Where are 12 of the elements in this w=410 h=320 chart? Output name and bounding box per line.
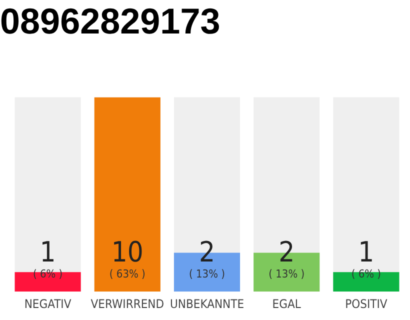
annotation: ( 13% ) [268, 268, 305, 281]
x-tick-label: POSITIV [345, 296, 388, 311]
annotation: ( 13% ) [188, 268, 226, 281]
x-tick-label: NEGATIV [24, 296, 72, 311]
x-tick-label: VERWIRREND [90, 296, 164, 311]
data-label: 1 [40, 236, 56, 269]
data-label: 10 [111, 236, 144, 269]
data-label: 1 [358, 236, 374, 269]
chart-title: 08962829173 [0, 0, 220, 42]
annotation: ( 63% ) [109, 268, 146, 281]
x-tick-label: UNBEKANNTE [170, 296, 244, 311]
x-tick-label: EGAL [272, 296, 301, 311]
